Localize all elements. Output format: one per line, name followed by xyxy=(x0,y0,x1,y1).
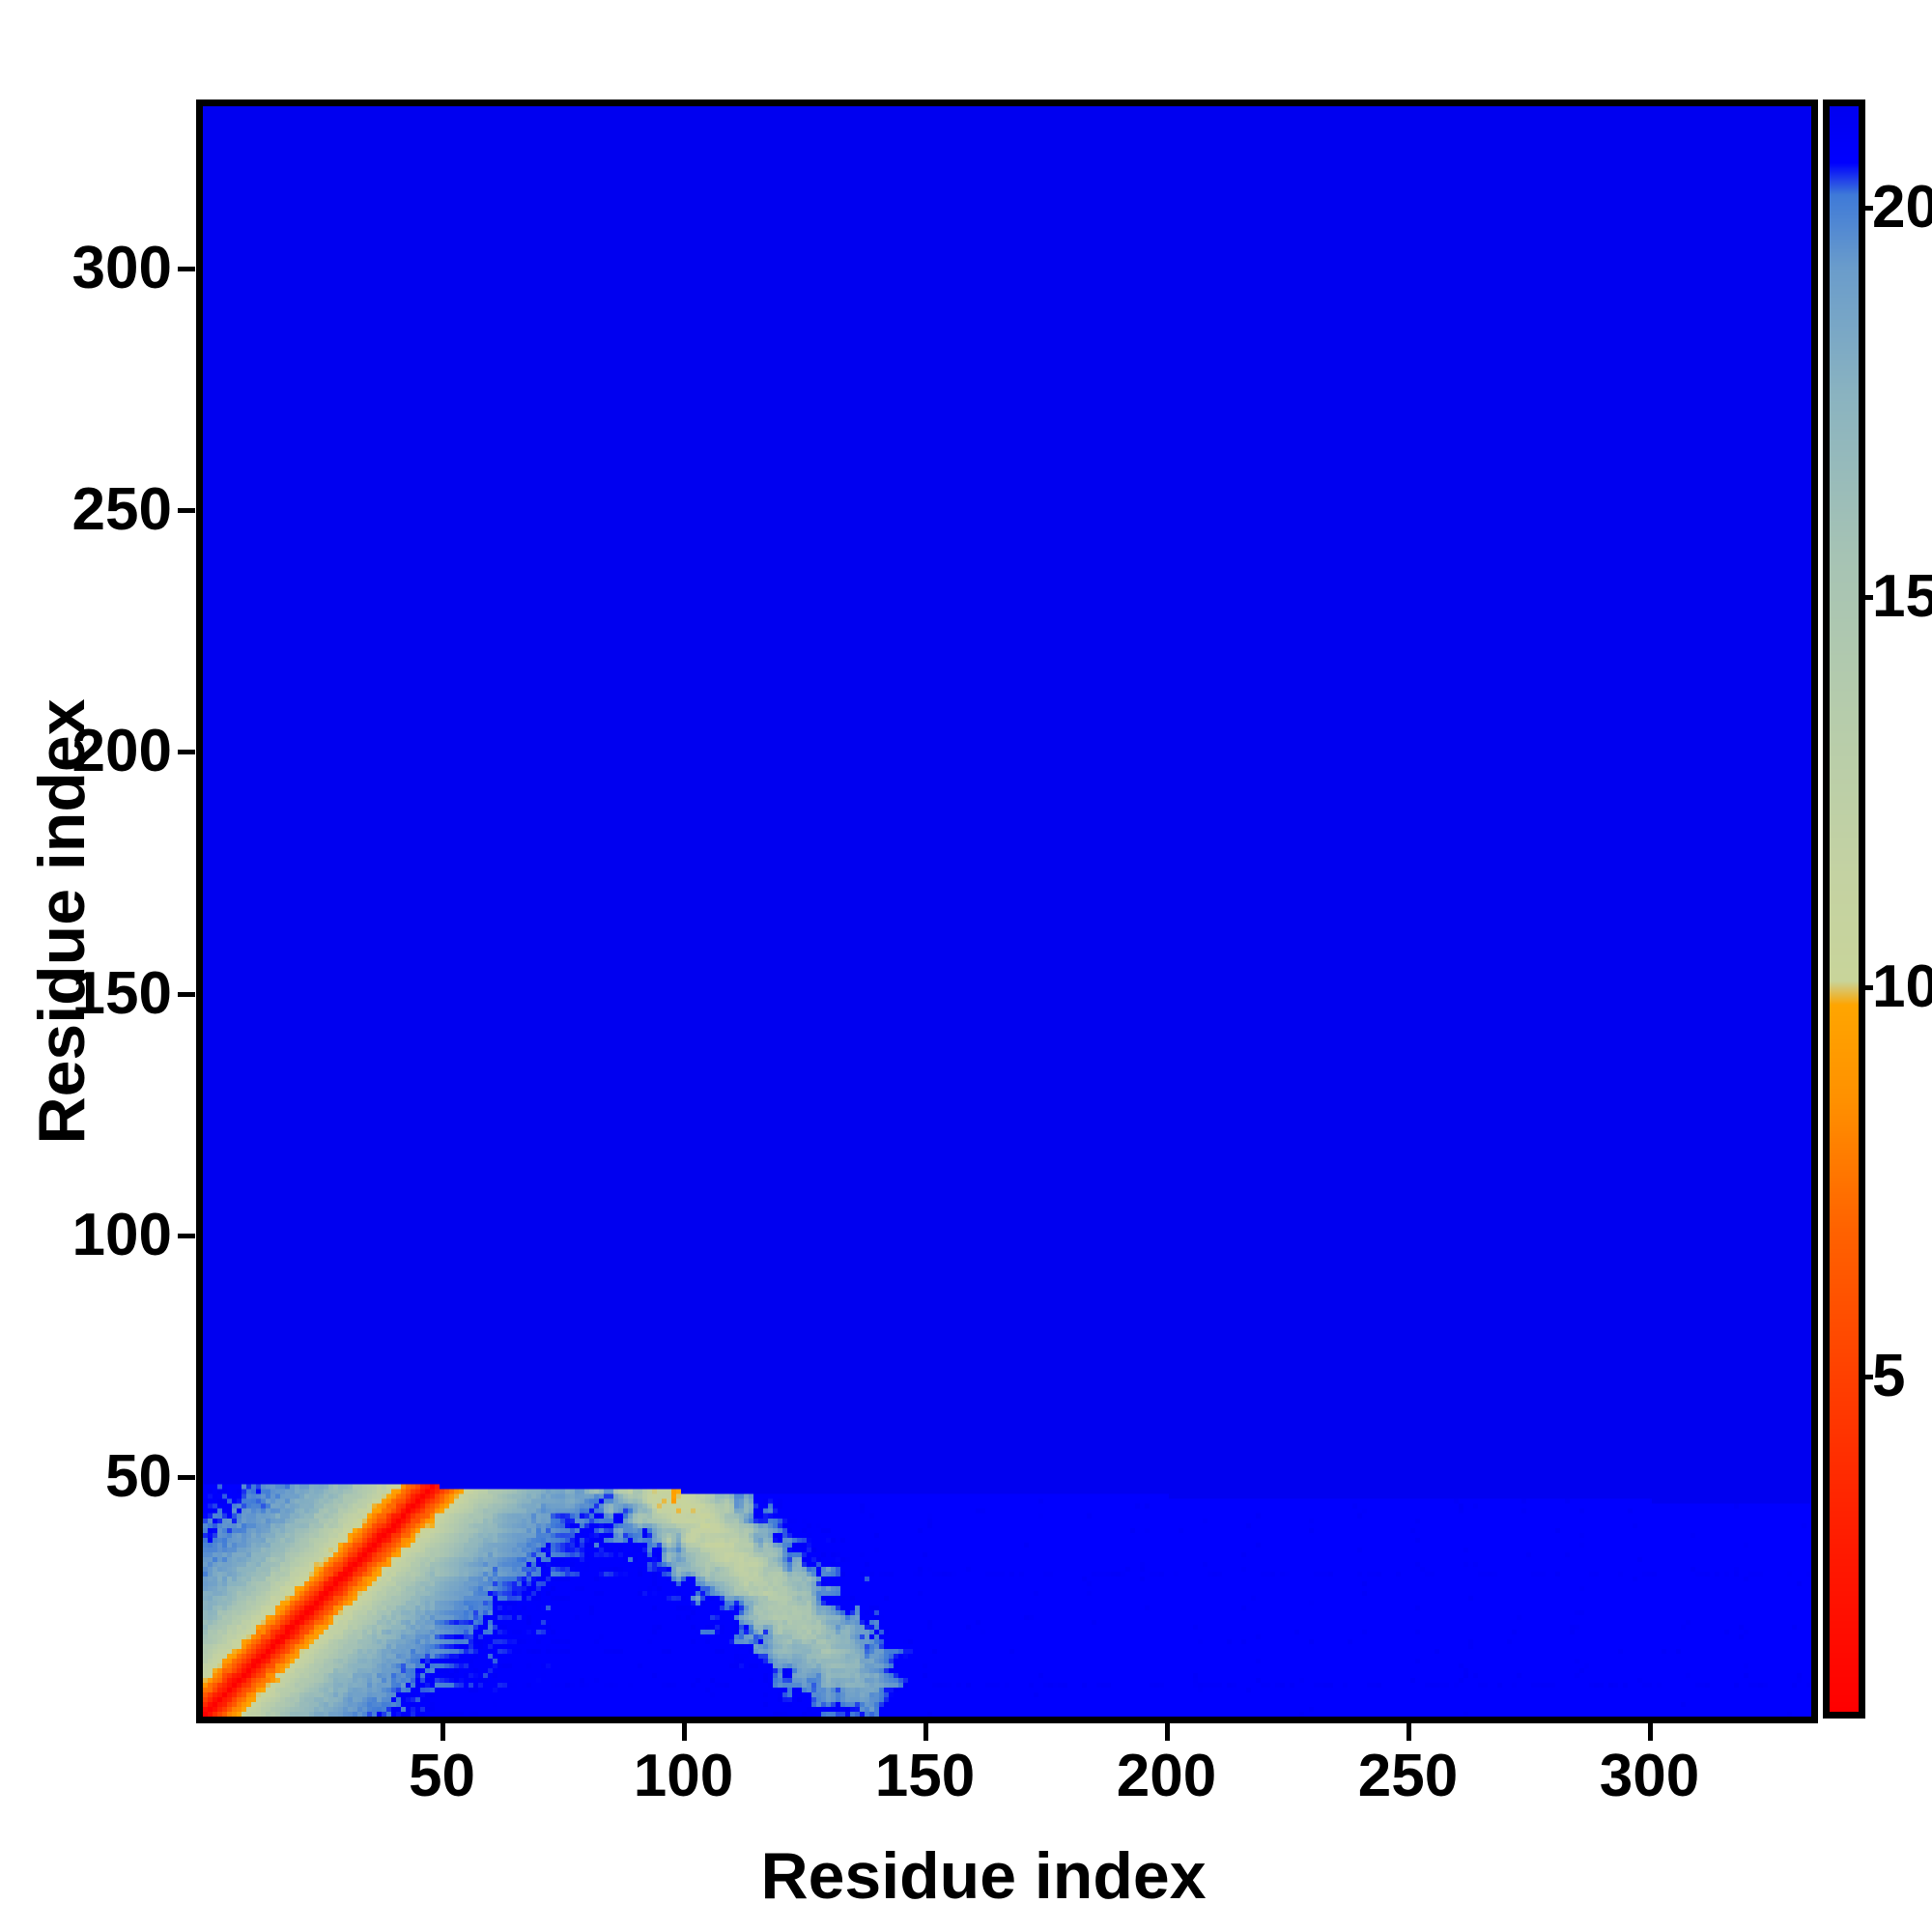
colorbar-gradient xyxy=(1830,106,1859,1712)
colorbar-tick-mark xyxy=(1859,984,1873,990)
y-tick-mark xyxy=(178,266,195,271)
y-tick-label: 100 xyxy=(71,1201,172,1268)
colorbar-tick-mark xyxy=(1859,205,1873,211)
y-tick-mark xyxy=(178,1233,195,1238)
y-tick-label: 50 xyxy=(105,1443,172,1511)
y-tick-label: 250 xyxy=(71,476,172,543)
x-tick-label: 50 xyxy=(409,1743,475,1809)
y-tick-mark xyxy=(178,750,195,755)
colorbar-tick-mark xyxy=(1859,1375,1873,1380)
x-tick-mark xyxy=(1406,1723,1411,1741)
x-tick-mark xyxy=(923,1723,928,1741)
y-tick-mark xyxy=(178,1475,195,1481)
colorbar-tick-label: 15 xyxy=(1872,563,1932,631)
x-tick-label: 250 xyxy=(1357,1743,1459,1809)
x-tick-mark xyxy=(681,1723,687,1741)
y-tick-mark xyxy=(178,991,195,997)
colorbar-tick-label: 10 xyxy=(1872,952,1932,1020)
colorbar-tick-label: 5 xyxy=(1872,1343,1906,1410)
heatmap-plot-area[interactable] xyxy=(196,99,1818,1723)
heatmap-canvas[interactable] xyxy=(203,106,1811,1717)
x-tick-label: 150 xyxy=(874,1743,976,1809)
x-tick-label: 300 xyxy=(1599,1743,1700,1809)
y-axis-title: Residue index xyxy=(25,698,99,1145)
x-axis-title: Residue index xyxy=(760,1839,1207,1913)
x-tick-label: 200 xyxy=(1116,1743,1217,1809)
x-tick-mark xyxy=(1647,1723,1653,1741)
y-tick-mark xyxy=(178,508,195,513)
y-tick-label: 150 xyxy=(71,959,172,1027)
x-tick-mark xyxy=(1164,1723,1170,1741)
y-tick-label: 300 xyxy=(71,234,172,301)
x-tick-label: 100 xyxy=(633,1743,734,1809)
colorbar[interactable] xyxy=(1823,99,1865,1719)
colorbar-tick-mark xyxy=(1859,595,1873,601)
y-tick-label: 200 xyxy=(71,718,172,785)
x-tick-mark xyxy=(440,1723,445,1741)
colorbar-tick-label: 20 xyxy=(1872,173,1932,241)
